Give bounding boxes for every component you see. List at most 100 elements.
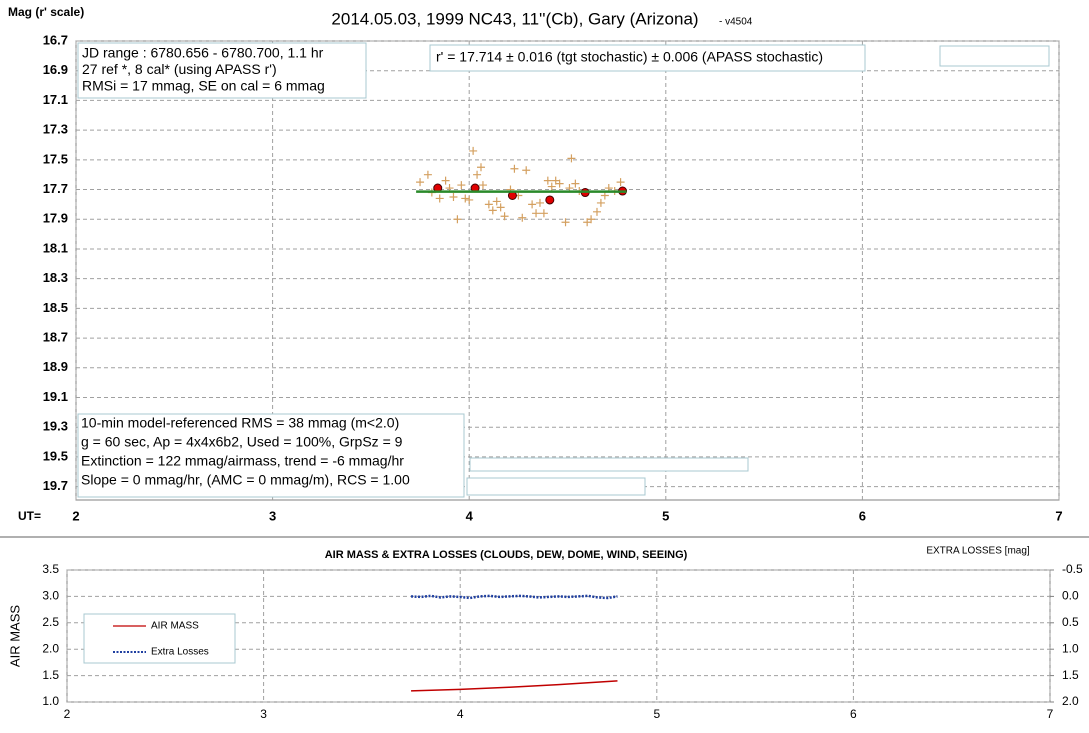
y-axis-label: Mag (r' scale) (8, 5, 84, 19)
y-tick-label: 3.0 (42, 589, 59, 603)
info-text: RMSi = 17 mmag, SE on cal = 6 mmag (82, 78, 325, 94)
data-point (592, 207, 601, 216)
info-text: 27 ref *, 8 cal* (using APASS r') (82, 61, 277, 77)
y-axis-label: AIR MASS (7, 605, 22, 667)
y-tick-label: 19.3 (43, 419, 68, 434)
y-tick-label: 16.9 (43, 62, 68, 77)
data-point (561, 218, 570, 227)
y-tick-label: 18.3 (43, 270, 68, 285)
stats-text: g = 60 sec, Ap = 4x4x6b2, Used = 100%, G… (81, 434, 403, 450)
data-point (478, 181, 487, 190)
x-axis-label: UT= (18, 509, 41, 523)
x-tick-label: 5 (662, 508, 669, 523)
data-point (423, 170, 432, 179)
x-tick-label: 3 (260, 707, 267, 721)
data-point (547, 182, 556, 191)
y-tick-label: 18.7 (43, 330, 68, 345)
data-point (441, 176, 450, 185)
x-tick-label: 3 (269, 508, 276, 523)
y-tick-label: 17.3 (43, 122, 68, 137)
y-tick-label: 19.7 (43, 478, 68, 493)
y-tick-label: 16.7 (43, 32, 68, 47)
empty-box (469, 457, 749, 472)
y-tick-label: 19.5 (43, 448, 68, 463)
y-tick-label: 2.0 (42, 641, 59, 655)
data-point (484, 200, 493, 209)
data-point (596, 198, 605, 207)
empty-box (939, 45, 1050, 67)
data-point (543, 176, 552, 185)
data-point (453, 215, 462, 224)
data-point (528, 200, 537, 209)
info-box (77, 42, 367, 99)
data-point (555, 179, 564, 188)
data-point (587, 215, 596, 224)
data-point (449, 192, 458, 201)
y-tick-label: 1.0 (42, 694, 59, 708)
data-point (473, 170, 482, 179)
y-tick-label: 18.1 (43, 240, 68, 255)
y2-tick-label: 1.5 (1062, 668, 1079, 682)
x-tick-label: 2 (64, 707, 71, 721)
y-tick-label: 2.5 (42, 615, 59, 629)
y2-tick-label: 2.0 (1062, 694, 1079, 708)
chart-title: 2014.05.03, 1999 NC43, 11''(Cb), Gary (A… (331, 9, 698, 28)
x-tick-label: 7 (1047, 707, 1054, 721)
data-point (532, 209, 541, 218)
data-point (539, 209, 548, 218)
legend-box (83, 613, 236, 664)
stats-text: 10-min model-referenced RMS = 38 mmag (m… (81, 415, 399, 431)
stats-text: Slope = 0 mmag/hr, (AMC = 0 mmag/m), RCS… (81, 472, 410, 488)
data-point (522, 166, 531, 175)
y2-tick-label: 1.0 (1062, 641, 1079, 655)
data-point (545, 195, 555, 205)
data-point (465, 195, 474, 204)
x-tick-label: 2 (72, 508, 79, 523)
data-point (496, 203, 505, 212)
data-point (518, 213, 527, 222)
y-tick-label: 17.1 (43, 92, 68, 107)
x-tick-label: 4 (466, 508, 474, 523)
data-point (457, 181, 466, 190)
info-text: JD range : 6780.656 - 6780.700, 1.1 hr (82, 45, 324, 61)
data-point (488, 206, 497, 215)
y2-axis-label: EXTRA LOSSES [mag] (926, 546, 1030, 557)
data-line (410, 594, 618, 600)
empty-box (466, 477, 646, 496)
y-tick-label: 1.5 (42, 668, 59, 682)
data-point (571, 179, 580, 188)
y2-tick-label: -0.5 (1062, 562, 1083, 576)
y-tick-label: 17.5 (43, 151, 68, 166)
x-tick-label: 6 (859, 508, 866, 523)
data-point (461, 194, 470, 203)
result-box (429, 44, 866, 72)
y-tick-label: 18.9 (43, 359, 68, 374)
stats-text: Extinction = 122 mmag/airmass, trend = -… (81, 453, 404, 469)
chart-title: AIR MASS & EXTRA LOSSES (CLOUDS, DEW, DO… (325, 549, 688, 561)
y-tick-label: 19.1 (43, 389, 68, 404)
legend-label: Extra Losses (151, 647, 209, 658)
y-tick-label: 18.5 (43, 300, 68, 315)
result-text: r' = 17.714 ± 0.016 (tgt stochastic) ± 0… (436, 49, 823, 65)
y2-tick-label: 0.0 (1062, 589, 1079, 603)
data-point (492, 197, 501, 206)
y-tick-label: 3.5 (42, 562, 59, 576)
x-tick-label: 4 (457, 707, 464, 721)
version: - v4504 (719, 17, 753, 28)
data-point (510, 164, 519, 173)
x-tick-label: 5 (653, 707, 660, 721)
x-tick-label: 6 (850, 707, 857, 721)
data-point (416, 178, 425, 187)
y-tick-label: 17.7 (43, 181, 68, 196)
data-point (435, 194, 444, 203)
legend-label: AIR MASS (151, 621, 199, 632)
y2-tick-label: 0.5 (1062, 615, 1079, 629)
data-point (535, 198, 544, 207)
data-point (616, 178, 625, 187)
data-point (567, 154, 576, 163)
x-tick-label: 7 (1055, 508, 1062, 523)
stats-box (77, 413, 465, 498)
data-line (411, 680, 618, 692)
